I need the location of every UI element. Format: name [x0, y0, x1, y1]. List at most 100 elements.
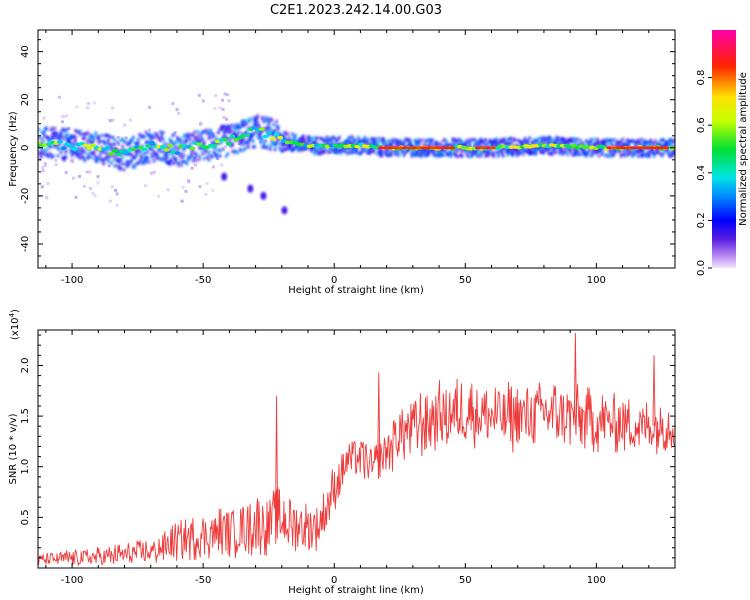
band-pixel — [115, 147, 118, 151]
band-pixel — [184, 139, 187, 143]
band-pixel — [292, 148, 295, 152]
band-pixel — [204, 149, 207, 153]
band-pixel — [541, 139, 544, 143]
band-pixel — [138, 150, 141, 154]
band-pixel — [206, 156, 209, 160]
band-pixel — [415, 139, 418, 143]
band-pixel — [159, 138, 162, 142]
band-pixel — [459, 154, 462, 158]
faint-pixel — [41, 169, 45, 173]
band-pixel — [354, 147, 357, 151]
band-pixel — [527, 147, 530, 151]
faint-pixel — [460, 150, 464, 154]
band-pixel — [569, 149, 572, 153]
band-pixel — [402, 141, 406, 145]
band-pixel — [346, 138, 349, 142]
band-pixel — [349, 136, 352, 140]
band-pixel — [585, 151, 588, 155]
faint-pixel — [60, 120, 64, 124]
band-pixel — [432, 152, 435, 156]
band-pixel — [149, 137, 152, 141]
core-blob — [251, 126, 258, 130]
band-pixel — [668, 139, 671, 143]
band-pixel — [566, 152, 569, 156]
band-pixel — [498, 140, 502, 144]
band-pixel — [349, 151, 352, 155]
band-pixel — [330, 137, 333, 141]
band-pixel — [572, 137, 575, 141]
band-pixel — [42, 131, 45, 135]
band-pixel — [494, 144, 497, 148]
band-pixel — [250, 117, 253, 121]
band-pixel — [338, 150, 341, 154]
band-pixel — [272, 122, 275, 126]
band-pixel — [289, 144, 292, 148]
band-pixel — [289, 148, 292, 152]
band-pixel — [322, 150, 325, 154]
band-pixel — [621, 152, 624, 156]
faint-pixel — [320, 146, 324, 150]
band-pixel — [190, 133, 193, 137]
band-pixel — [155, 134, 159, 138]
band-pixel — [97, 141, 100, 145]
core-blob — [141, 147, 148, 152]
faint-pixel — [40, 185, 44, 189]
band-pixel — [133, 164, 137, 168]
band-pixel — [445, 139, 448, 143]
faint-pixel — [589, 142, 593, 146]
band-pixel — [226, 124, 229, 128]
band-pixel — [155, 157, 159, 161]
band-pixel — [354, 150, 357, 154]
band-pixel — [527, 150, 530, 154]
band-pixel — [173, 141, 176, 145]
band-pixel — [643, 139, 646, 143]
band-pixel — [273, 129, 277, 133]
band-pixel — [286, 147, 289, 151]
band-pixel — [256, 135, 259, 139]
band-pixel — [533, 138, 536, 142]
band-pixel — [270, 118, 273, 122]
band-pixel — [214, 153, 217, 157]
band-pixel — [665, 143, 668, 147]
band-pixel — [616, 141, 620, 145]
band-pixel — [64, 155, 67, 159]
band-pixel — [211, 142, 214, 146]
band-pixel — [484, 142, 487, 146]
band-pixel — [294, 135, 297, 139]
band-pixel — [468, 140, 472, 144]
band-pixel — [588, 143, 591, 147]
band-pixel — [402, 153, 406, 157]
band-pixel — [492, 140, 495, 144]
band-pixel — [516, 153, 519, 157]
band-pixel — [121, 145, 124, 149]
band-pixel — [390, 150, 393, 154]
band-pixel — [155, 152, 159, 156]
band-pixel — [612, 149, 615, 153]
band-pixel — [393, 152, 396, 156]
band-pixel — [88, 140, 91, 144]
band-pixel — [336, 150, 340, 154]
band-pixel — [91, 140, 94, 144]
band-pixel — [108, 155, 111, 159]
band-pixel — [423, 143, 426, 147]
band-pixel — [74, 139, 77, 143]
core-blob — [68, 144, 75, 148]
peak-blob — [425, 146, 432, 150]
band-pixel — [357, 135, 360, 139]
band-pixel — [63, 156, 66, 160]
band-pixel — [586, 142, 590, 146]
band-pixel — [231, 143, 234, 147]
band-pixel — [608, 154, 612, 158]
band-pixel — [185, 139, 189, 143]
band-pixel — [163, 153, 167, 157]
band-pixel — [648, 149, 651, 153]
faint-pixel — [501, 151, 505, 155]
band-pixel — [135, 153, 138, 157]
core-blob — [174, 151, 181, 155]
band-pixel — [281, 144, 284, 148]
faint-pixel — [229, 145, 233, 149]
band-pixel — [413, 138, 417, 142]
band-pixel — [637, 138, 640, 142]
faint-pixel — [54, 159, 58, 163]
